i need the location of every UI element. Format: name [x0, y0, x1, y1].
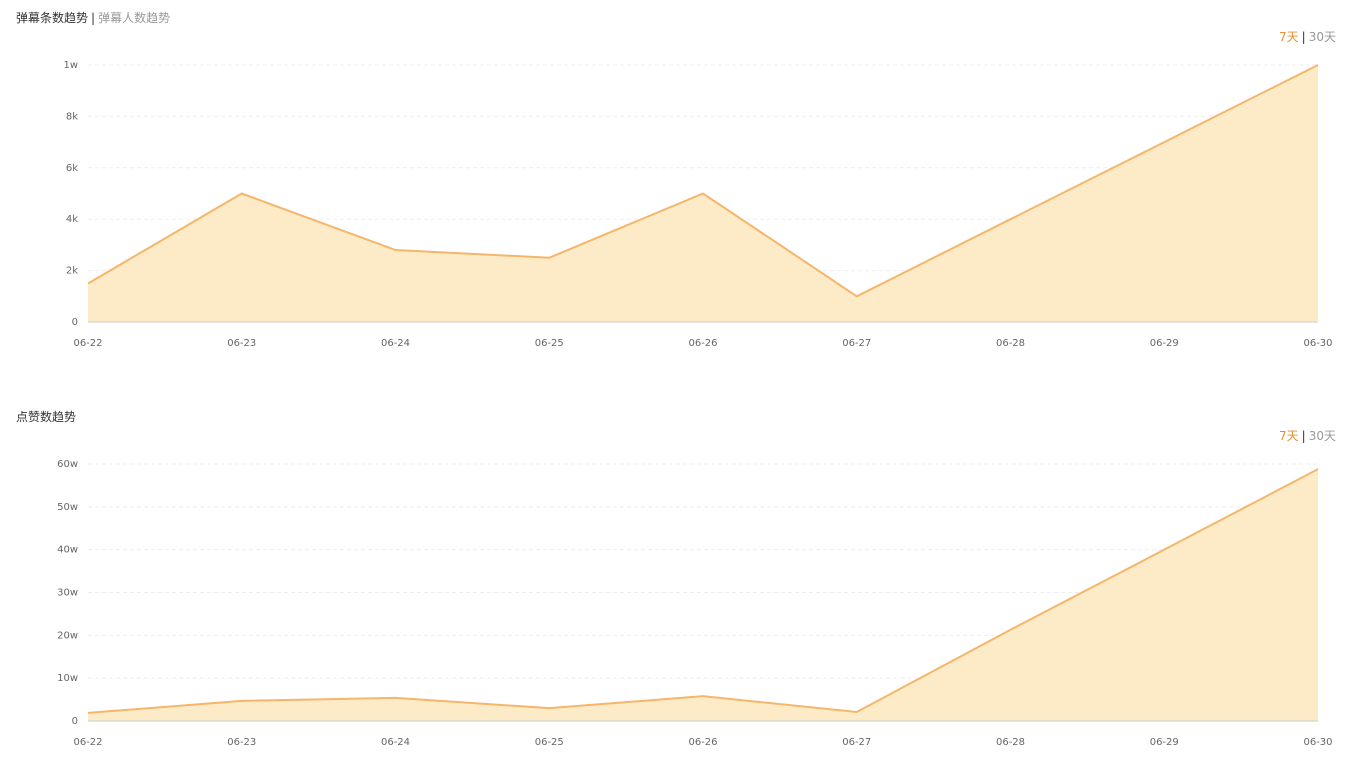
separator: | — [1302, 429, 1306, 443]
tab-bar: 点赞数趋势 — [16, 409, 76, 424]
tab[interactable]: 弹幕条数趋势 — [16, 10, 88, 25]
x-tick-label: 06-24 — [381, 737, 410, 748]
line — [87, 468, 1319, 714]
range-option[interactable]: 30天 — [1309, 30, 1336, 44]
x-tick-label: 06-28 — [996, 737, 1025, 748]
separator: | — [1302, 30, 1306, 44]
x-tick-label: 06-22 — [73, 338, 102, 349]
y-tick-label: 40w — [57, 545, 78, 556]
tab[interactable]: 弹幕人数趋势 — [98, 10, 170, 25]
range-option[interactable]: 30天 — [1309, 429, 1336, 443]
x-tick-label: 06-25 — [535, 737, 564, 748]
x-tick-label: 06-30 — [1303, 338, 1332, 349]
tab-bar: 弹幕条数趋势 | 弹幕人数趋势 — [16, 10, 170, 25]
y-tick-label: 4k — [66, 214, 78, 225]
separator: | — [91, 11, 95, 25]
y-tick-label: 60w — [57, 459, 78, 470]
y-tick-label: 0 — [72, 317, 78, 328]
x-tick-label: 06-26 — [688, 737, 717, 748]
area-fill — [88, 469, 1318, 721]
x-tick-label: 06-22 — [73, 737, 102, 748]
x-tick-label: 06-26 — [688, 338, 717, 349]
x-tick-label: 06-28 — [996, 338, 1025, 349]
x-tick-label: 06-27 — [842, 737, 871, 748]
range-bar: 7天 | 30天 — [1279, 429, 1336, 443]
y-tick-label: 20w — [57, 630, 78, 641]
x-tick-label: 06-27 — [842, 338, 871, 349]
x-tick-label: 06-23 — [227, 338, 256, 349]
range-option[interactable]: 7天 — [1279, 429, 1299, 443]
x-tick-label: 06-25 — [535, 338, 564, 349]
x-tick-label: 06-23 — [227, 737, 256, 748]
y-tick-label: 2k — [66, 266, 78, 277]
y-tick-label: 6k — [66, 163, 78, 174]
tab[interactable]: 点赞数趋势 — [16, 409, 76, 424]
y-tick-label: 30w — [57, 588, 78, 599]
y-tick-label: 10w — [57, 673, 78, 684]
x-tick-label: 06-29 — [1150, 737, 1179, 748]
range-bar: 7天 | 30天 — [1279, 30, 1336, 44]
y-tick-label: 0 — [72, 716, 78, 727]
y-tick-label: 1w — [63, 60, 78, 71]
line — [87, 64, 1319, 298]
x-tick-label: 06-24 — [381, 338, 410, 349]
y-tick-label: 8k — [66, 111, 78, 122]
x-tick-label: 06-29 — [1150, 338, 1179, 349]
x-tick-label: 06-30 — [1303, 737, 1332, 748]
range-option[interactable]: 7天 — [1279, 30, 1299, 44]
y-tick-label: 50w — [57, 502, 78, 513]
